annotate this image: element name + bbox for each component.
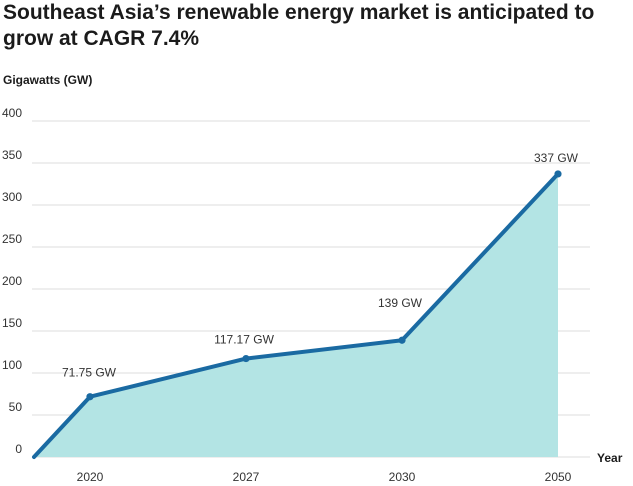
data-label-2050: 337 GW — [534, 151, 579, 165]
data-label-2027: 117.17 GW — [214, 333, 274, 347]
x-axis-label: Year — [597, 451, 623, 465]
y-tick-label: 350 — [2, 148, 22, 162]
x-tick-labels: 2020 2027 2030 2050 — [77, 470, 572, 484]
data-point-2050 — [554, 170, 562, 178]
y-tick-label: 100 — [2, 358, 22, 372]
y-axis-label: Gigawatts (GW) — [3, 73, 93, 87]
y-tick-label: 50 — [9, 400, 23, 414]
chart-title: Southeast Asia’s renewable energy market… — [3, 1, 595, 50]
y-tick-label: 400 — [2, 106, 22, 120]
area-fill — [34, 173, 558, 458]
x-tick-label: 2030 — [389, 470, 416, 484]
data-label-2030: 139 GW — [378, 296, 423, 310]
y-tick-label: 0 — [15, 442, 22, 456]
data-label-2020: 71.75 GW — [62, 366, 117, 380]
y-tick-labels: 0 50 100 150 200 250 300 350 400 — [2, 106, 22, 456]
data-point-2027 — [242, 354, 250, 363]
data-point-2020 — [86, 393, 94, 401]
y-tick-label: 150 — [2, 316, 22, 330]
data-point-2030 — [398, 336, 406, 344]
x-tick-label: 2027 — [233, 470, 260, 484]
y-tick-label: 300 — [2, 190, 22, 204]
x-tick-label: 2050 — [545, 470, 572, 484]
y-tick-label: 200 — [2, 274, 22, 288]
x-tick-label: 2020 — [77, 470, 104, 484]
y-tick-label: 250 — [2, 232, 22, 246]
data-labels: 71.75 GW 117.17 GW 139 GW 337 GW — [62, 151, 579, 380]
data-points — [86, 170, 562, 401]
